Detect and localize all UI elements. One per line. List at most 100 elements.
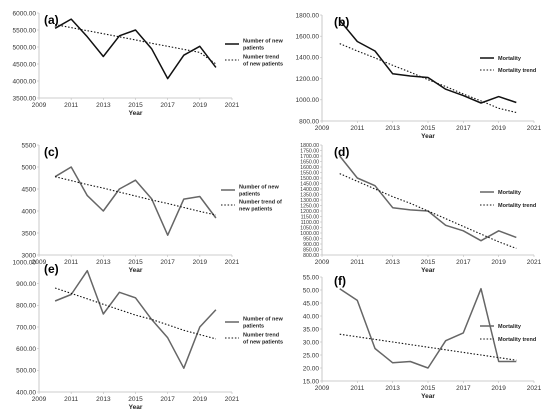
y-tick-label: 25.00 bbox=[303, 352, 320, 359]
y-tick-label: 1700.00 bbox=[300, 154, 319, 160]
legend-label: Mortality trend bbox=[498, 68, 536, 74]
x-tick-label: 2021 bbox=[225, 102, 240, 109]
y-tick-label: 50.00 bbox=[303, 287, 320, 294]
x-tick-label: 2011 bbox=[350, 385, 364, 392]
x-tick-label: 2015 bbox=[421, 125, 436, 132]
x-tick-label: 2019 bbox=[193, 102, 208, 109]
series-line-2 bbox=[54, 176, 217, 216]
legend-label: Mortality bbox=[498, 324, 522, 330]
series-line-2 bbox=[54, 24, 217, 65]
x-tick-label: 2011 bbox=[64, 396, 78, 403]
x-tick-label: 2011 bbox=[64, 259, 78, 266]
x-tick-label: 2021 bbox=[527, 259, 542, 266]
x-tick-label: 2019 bbox=[491, 259, 506, 266]
chart-panel-1: 3500.00 4000.00 4500.00 5000.00 5500.00 6000.… bbox=[13, 10, 284, 117]
y-tick-label: 1100.00 bbox=[301, 220, 319, 226]
y-tick-label: 1000.00 bbox=[300, 231, 319, 237]
y-tick-label: 1150.00 bbox=[301, 214, 319, 220]
x-tick-label: 2017 bbox=[456, 125, 471, 132]
x-tick-label: 2009 bbox=[32, 102, 47, 109]
y-tick-label: 1450.00 bbox=[300, 181, 319, 187]
series-line-2 bbox=[54, 287, 217, 340]
y-tick-label: 4000 bbox=[22, 208, 37, 215]
legend-label: Number of new patients bbox=[239, 185, 279, 198]
x-tick-label: 2015 bbox=[128, 102, 143, 109]
y-tick-label: 800.00 bbox=[299, 118, 319, 125]
x-tick-label: 2011 bbox=[350, 125, 364, 132]
x-tick-label: 2015 bbox=[421, 259, 436, 266]
series-line-1 bbox=[339, 19, 517, 104]
y-tick-label: 1550.00 bbox=[300, 170, 319, 176]
series-line-1 bbox=[54, 18, 217, 80]
x-tick-label: 2013 bbox=[96, 259, 111, 266]
x-tick-label: 2015 bbox=[128, 259, 143, 266]
y-tick-label: 1350.00 bbox=[300, 192, 319, 198]
y-tick-label: 1000.00 bbox=[296, 97, 320, 104]
y-tick-label: 1000.00 bbox=[13, 259, 37, 266]
x-tick-label: 2009 bbox=[315, 259, 330, 266]
x-axis-label: Year bbox=[129, 110, 143, 117]
y-tick-label: 4500.00 bbox=[13, 61, 37, 68]
y-tick-label: 950.00 bbox=[303, 236, 319, 242]
y-tick-label: 600.00 bbox=[16, 346, 36, 353]
y-tick-label: 1400.00 bbox=[300, 187, 319, 193]
y-tick-label: 5500 bbox=[22, 142, 37, 149]
y-tick-label: 700.00 bbox=[16, 324, 36, 331]
x-tick-label: 2009 bbox=[315, 385, 330, 392]
panel-label: (d) bbox=[334, 145, 349, 159]
x-tick-label: 2019 bbox=[491, 385, 506, 392]
y-tick-label: 800.00 bbox=[303, 253, 319, 259]
legend-label: Number of new patients bbox=[243, 39, 283, 52]
y-tick-label: 55.00 bbox=[303, 274, 320, 281]
y-tick-label: 6000.00 bbox=[13, 10, 37, 17]
x-tick-label: 2019 bbox=[491, 125, 506, 132]
y-tick-label: 45.00 bbox=[303, 300, 320, 307]
chart-panel-6: 15.00 20.00 25.00 30.00 35.00 40.00 45.00 50.00… bbox=[303, 274, 542, 400]
y-tick-label: 1300.00 bbox=[300, 198, 319, 204]
series-line-1 bbox=[54, 269, 217, 369]
x-tick-label: 2021 bbox=[225, 396, 240, 403]
y-tick-label: 1800.00 bbox=[296, 12, 320, 19]
x-axis-label: Year bbox=[129, 267, 143, 274]
y-tick-label: 400.00 bbox=[16, 389, 36, 396]
y-tick-label: 40.00 bbox=[303, 313, 320, 320]
x-tick-label: 2013 bbox=[96, 396, 111, 403]
panel-label: (a) bbox=[44, 13, 59, 27]
x-axis-label: Year bbox=[421, 393, 435, 400]
x-axis-label: Year bbox=[129, 404, 143, 411]
x-tick-label: 2021 bbox=[527, 125, 542, 132]
x-tick-label: 2011 bbox=[64, 102, 78, 109]
x-tick-label: 2013 bbox=[385, 259, 400, 266]
chart-panel-4: 800.00850.00900.00950.001000.001050.0011… bbox=[300, 143, 541, 274]
legend-label: Number of new patients bbox=[243, 317, 283, 330]
y-tick-label: 800.00 bbox=[16, 303, 36, 310]
x-tick-label: 2019 bbox=[193, 396, 208, 403]
y-tick-label: 1650.00 bbox=[300, 159, 319, 165]
legend-label: Mortality trend bbox=[498, 337, 536, 343]
y-tick-label: 5000 bbox=[22, 164, 37, 171]
y-tick-label: 900.00 bbox=[16, 281, 36, 288]
series-line-2 bbox=[339, 43, 517, 114]
panel-label: (e) bbox=[44, 262, 59, 276]
y-tick-label: 3500.00 bbox=[13, 95, 37, 102]
chart-panel-5: 400.00 500.00 600.00 700.00 800.00 900.00 1000… bbox=[13, 259, 284, 411]
y-tick-label: 1800.00 bbox=[300, 143, 319, 149]
x-tick-label: 2017 bbox=[456, 385, 471, 392]
x-tick-label: 2019 bbox=[193, 259, 208, 266]
y-tick-label: 500.00 bbox=[16, 368, 36, 375]
y-tick-label: 1200.00 bbox=[300, 209, 319, 215]
panel-label: (f) bbox=[334, 274, 346, 288]
y-tick-label: 1750.00 bbox=[300, 148, 319, 154]
x-tick-label: 2017 bbox=[456, 259, 471, 266]
y-tick-label: 5500.00 bbox=[13, 27, 37, 34]
legend-label: Number trend of new patients bbox=[243, 55, 283, 68]
x-tick-label: 2015 bbox=[128, 396, 143, 403]
y-tick-label: 900.00 bbox=[303, 242, 319, 248]
legend-label: Mortality trend bbox=[498, 203, 536, 209]
legend-label: Mortality bbox=[498, 56, 522, 62]
legend-label: Number trend of new patients bbox=[239, 200, 282, 213]
x-tick-label: 2013 bbox=[385, 385, 400, 392]
y-tick-label: 1600.00 bbox=[296, 33, 320, 40]
